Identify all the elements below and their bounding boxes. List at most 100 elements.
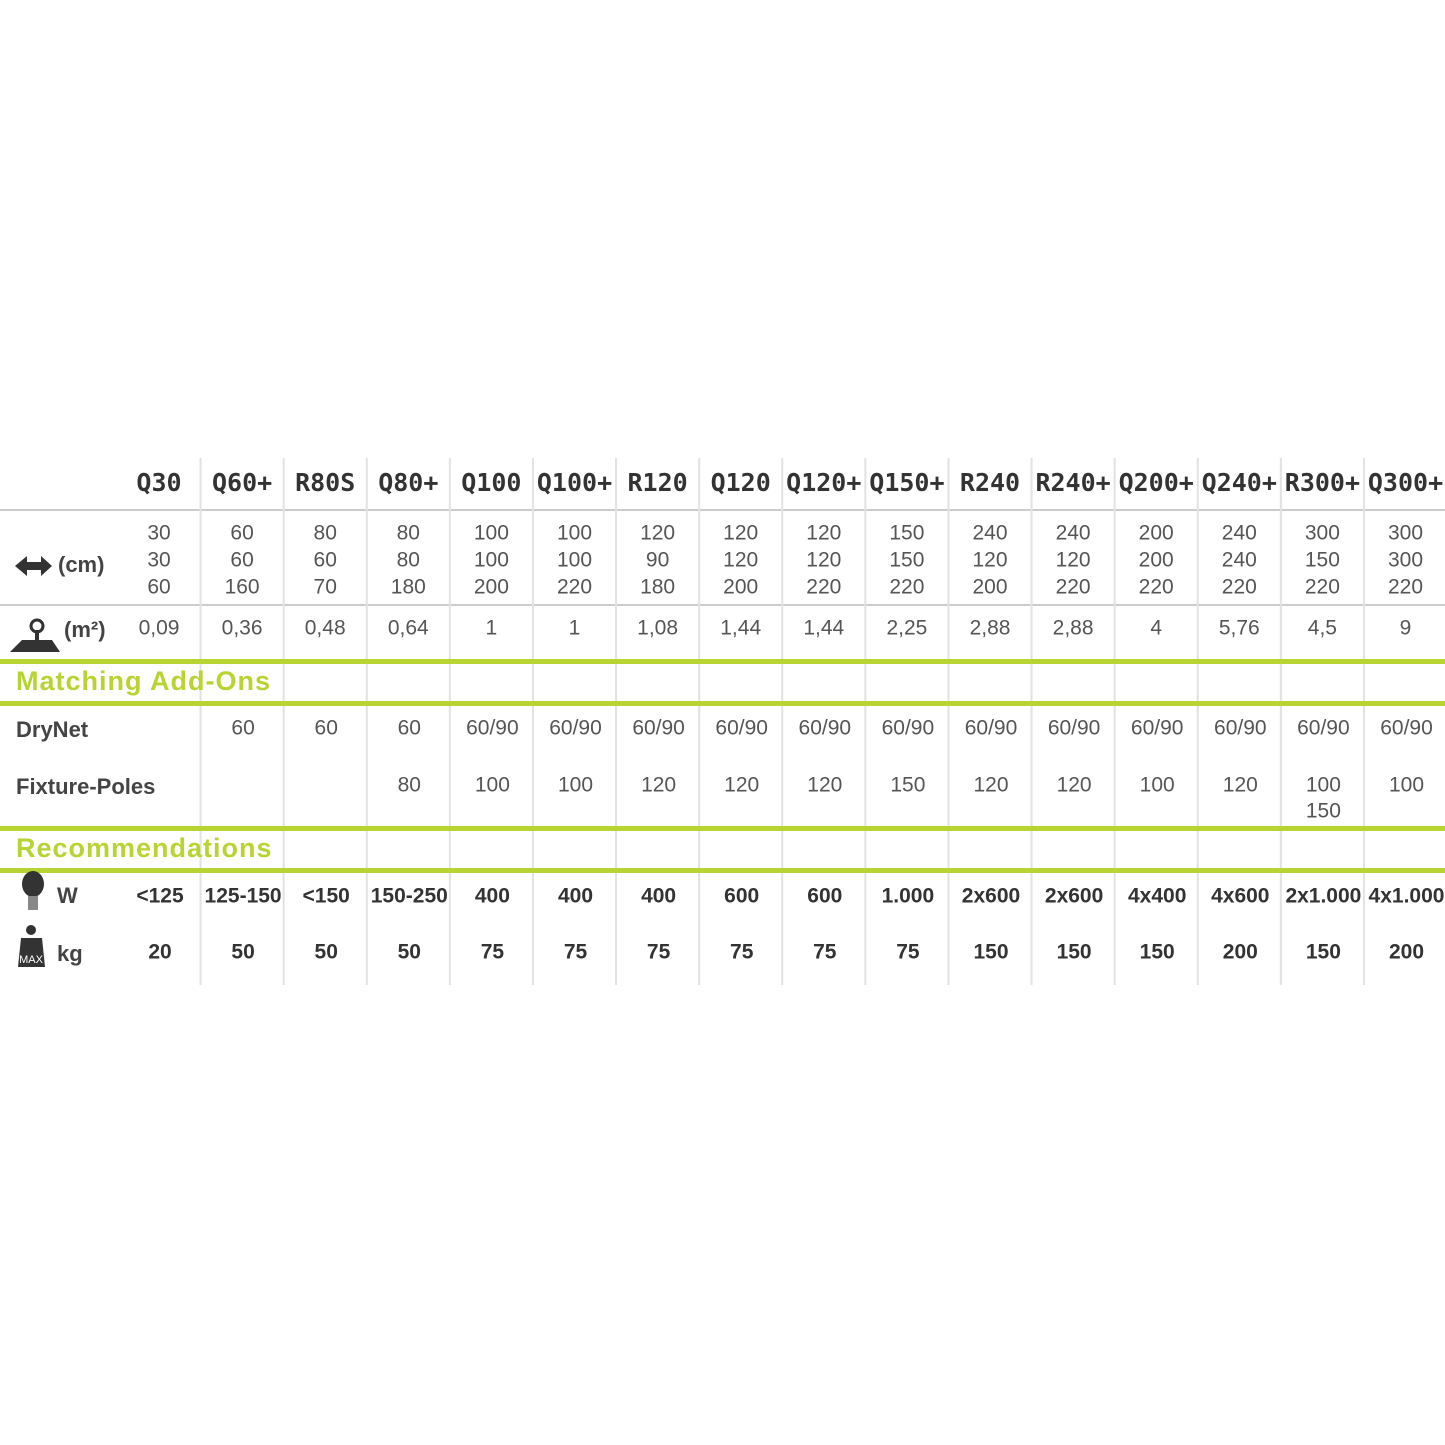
cell: 30 bbox=[147, 549, 170, 572]
cell: 150 bbox=[1306, 941, 1341, 964]
cell: 0,48 bbox=[305, 617, 346, 640]
model-name: Q120 bbox=[711, 468, 771, 497]
cell: 9 bbox=[1400, 617, 1412, 640]
model-name: Q300+ bbox=[1368, 468, 1443, 497]
cell: 4x400 bbox=[1128, 885, 1186, 908]
section-title: Recommendations bbox=[16, 833, 273, 863]
cell: 1 bbox=[486, 617, 498, 640]
cell: 400 bbox=[475, 885, 510, 908]
cell: 400 bbox=[641, 885, 676, 908]
cell: 180 bbox=[640, 576, 675, 599]
model-name: R80S bbox=[295, 468, 355, 497]
cell: 60 bbox=[314, 549, 337, 572]
cell: 120 bbox=[1223, 774, 1258, 797]
cell: 60 bbox=[147, 576, 170, 599]
section-rule bbox=[0, 826, 1445, 831]
cell: 75 bbox=[564, 941, 588, 964]
cell: 60 bbox=[315, 717, 338, 740]
model-name: Q240+ bbox=[1202, 468, 1277, 497]
row-label: Fixture-Poles bbox=[16, 774, 155, 799]
cell: 75 bbox=[813, 941, 837, 964]
section-rule bbox=[0, 868, 1445, 873]
cell: 100 bbox=[1140, 774, 1175, 797]
cell: 100 bbox=[474, 549, 509, 572]
cell: 1,44 bbox=[720, 617, 761, 640]
cell: 120 bbox=[807, 774, 842, 797]
cell: 120 bbox=[641, 774, 676, 797]
cell: 50 bbox=[315, 941, 338, 964]
cell: 240 bbox=[972, 522, 1007, 545]
cell: 0,36 bbox=[222, 617, 263, 640]
model-name: Q200+ bbox=[1119, 468, 1194, 497]
cell: 120 bbox=[1056, 549, 1091, 572]
cell: 400 bbox=[558, 885, 593, 908]
cell: 50 bbox=[398, 941, 421, 964]
weight-icon: MAX bbox=[18, 925, 45, 967]
cell: 60/90 bbox=[715, 717, 768, 740]
cell: 60 bbox=[398, 717, 421, 740]
cell: 120 bbox=[972, 549, 1007, 572]
model-name: Q120+ bbox=[786, 468, 861, 497]
cell: 1.000 bbox=[882, 885, 935, 908]
cell: 2,25 bbox=[886, 617, 927, 640]
cell: 220 bbox=[889, 576, 924, 599]
cell: 60/90 bbox=[882, 717, 935, 740]
cell: 80 bbox=[397, 549, 420, 572]
cell: 2x600 bbox=[1045, 885, 1103, 908]
cell: 60/90 bbox=[1048, 717, 1101, 740]
model-name: Q80+ bbox=[378, 468, 438, 497]
cell: 120 bbox=[973, 774, 1008, 797]
model-name: R240+ bbox=[1035, 468, 1110, 497]
cell: 220 bbox=[1139, 576, 1174, 599]
cell: 2,88 bbox=[1053, 617, 1094, 640]
cell: 60/90 bbox=[466, 717, 519, 740]
icon-text: MAX bbox=[19, 954, 44, 966]
cell: 600 bbox=[724, 885, 759, 908]
cell: 240 bbox=[1056, 522, 1091, 545]
section-rule bbox=[0, 659, 1445, 664]
cell: 90 bbox=[646, 549, 669, 572]
cell: 1,44 bbox=[803, 617, 844, 640]
cell: 4,5 bbox=[1308, 617, 1337, 640]
row-label: kg bbox=[57, 941, 83, 966]
cell: 100 bbox=[475, 774, 510, 797]
section-title: Matching Add-Ons bbox=[16, 666, 271, 696]
cell: 20 bbox=[148, 941, 171, 964]
model-name: Q150+ bbox=[869, 468, 944, 497]
cell: 125-150 bbox=[205, 885, 282, 908]
cell: 60/90 bbox=[799, 717, 852, 740]
cell: 2,88 bbox=[970, 617, 1011, 640]
area-icon bbox=[10, 618, 60, 652]
cell: 60 bbox=[230, 549, 253, 572]
cell: 200 bbox=[1389, 941, 1424, 964]
cell: 100 bbox=[1306, 774, 1341, 797]
cell: 150 bbox=[890, 774, 925, 797]
cell: 1 bbox=[569, 617, 581, 640]
cell: 150 bbox=[1306, 800, 1341, 823]
row-label: W bbox=[57, 883, 78, 908]
cell: 120 bbox=[1057, 774, 1092, 797]
cell: 60/90 bbox=[1380, 717, 1433, 740]
cell: 200 bbox=[1223, 941, 1258, 964]
cell: 240 bbox=[1222, 549, 1257, 572]
model-name: R120 bbox=[627, 468, 687, 497]
cell: 75 bbox=[730, 941, 754, 964]
cell: 80 bbox=[397, 522, 420, 545]
row-label: DryNet bbox=[16, 717, 89, 742]
cell: 200 bbox=[474, 576, 509, 599]
cell: 150 bbox=[889, 522, 924, 545]
cell: 1,08 bbox=[637, 617, 678, 640]
cell: 100 bbox=[558, 774, 593, 797]
cell: 220 bbox=[806, 576, 841, 599]
cell: 80 bbox=[398, 774, 421, 797]
model-name: R240 bbox=[960, 468, 1020, 497]
cell: 300 bbox=[1305, 522, 1340, 545]
cell: 150-250 bbox=[371, 885, 448, 908]
cell: 70 bbox=[314, 576, 337, 599]
cell: 0,09 bbox=[139, 617, 180, 640]
cell: 100 bbox=[474, 522, 509, 545]
cell: 600 bbox=[807, 885, 842, 908]
cell: 60/90 bbox=[965, 717, 1018, 740]
cell: 80 bbox=[314, 522, 337, 545]
